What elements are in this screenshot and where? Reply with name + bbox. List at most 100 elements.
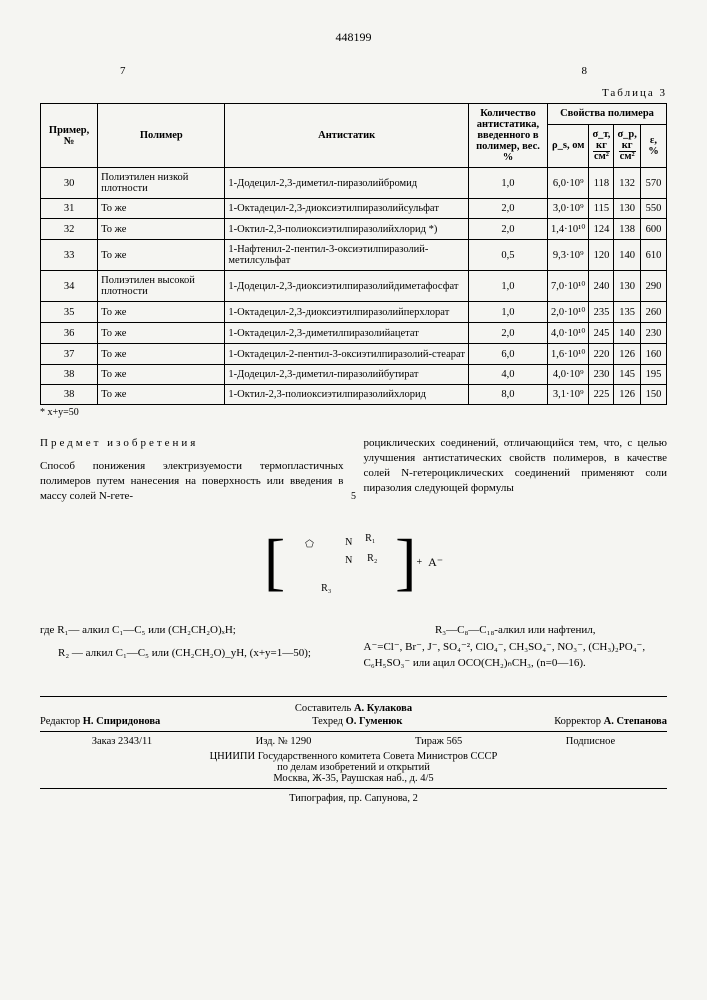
claim-right: роциклических соединений, отличающийся т…	[364, 436, 668, 503]
edition-num: Изд. № 1290	[256, 736, 312, 747]
cell-pol: То же	[98, 199, 225, 219]
subject-heading: Предмет изобретения	[40, 436, 344, 451]
cell-e: 570	[640, 168, 666, 199]
cell-st: 240	[589, 271, 614, 302]
th-example: Пример, №	[41, 104, 98, 168]
corr-name: А. Степанова	[604, 716, 667, 727]
cell-st: 124	[589, 219, 614, 240]
cell-pol: То же	[98, 219, 225, 240]
table-row: 37То же1-Октадецил-2-пентил-3-оксиэтилпи…	[41, 344, 667, 365]
cell-e: 550	[640, 199, 666, 219]
compiler-name: А. Кулакова	[354, 703, 412, 714]
data-table: Пример, № Полимер Антистатик Количество …	[40, 103, 667, 405]
cell-st: 245	[589, 323, 614, 344]
cell-rho: 6,0·10⁹	[547, 168, 588, 199]
order-num: Заказ 2343/11	[92, 736, 152, 747]
cell-e: 260	[640, 302, 666, 323]
cell-pol: То же	[98, 365, 225, 385]
table-row: 32То же1-Октил-2,3-полиоксиэтилпиразолий…	[41, 219, 667, 240]
editor: Редактор Н. Спиридонова	[40, 716, 160, 727]
cell-anti: 1-Октадецил-2,3-диоксиэтилпиразолийперхл…	[225, 302, 469, 323]
cell-anti: 1-Октадецил-2,3-диоксиэтилпиразолийсульф…	[225, 199, 469, 219]
editor-name: Н. Спиридонова	[83, 716, 161, 727]
cell-amt: 1,0	[468, 302, 547, 323]
group-r1: R₁	[365, 533, 375, 544]
cell-pol: То же	[98, 302, 225, 323]
cell-n: 38	[41, 385, 98, 405]
table-row: 36То же1-Октадецил-2,3-диметилпиразолийа…	[41, 323, 667, 344]
patent-number: 448199	[40, 30, 667, 45]
cell-amt: 2,0	[468, 199, 547, 219]
cell-sp: 126	[614, 344, 640, 365]
cell-sp: 145	[614, 365, 640, 385]
table-row: 38То же1-Октил-2,3-полиоксиэтилпиразолий…	[41, 385, 667, 405]
cell-rho: 3,0·10⁹	[547, 199, 588, 219]
th-amount: Количество антистатика, введенного в пол…	[468, 104, 547, 168]
def-r1: где R₁— алкил C₁—C₅ или (CH₂CH₂O)ₓH;	[40, 622, 344, 639]
defs-left: где R₁— алкил C₁—C₅ или (CH₂CH₂O)ₓH; R₂ …	[40, 622, 344, 672]
cell-n: 32	[41, 219, 98, 240]
cell-amt: 1,0	[468, 271, 547, 302]
corr-label: Корректор	[554, 716, 601, 727]
th-st-cm: см²	[594, 151, 609, 162]
pyrazole-ring: ⬠ N N R₁ R₂ R₃	[285, 527, 395, 597]
cell-sp: 126	[614, 385, 640, 405]
cell-st: 230	[589, 365, 614, 385]
bracket-left: [	[264, 530, 285, 594]
corrector: Корректор А. Степанова	[554, 716, 667, 727]
cell-n: 33	[41, 240, 98, 271]
typography: Типография, пр. Сапунова, 2	[40, 793, 667, 804]
cell-rho: 9,3·10⁹	[547, 240, 588, 271]
cell-rho: 3,1·10⁹	[547, 385, 588, 405]
cell-sp: 140	[614, 323, 640, 344]
table-row: 33То же1-Нафтенил-2-пентил-3-оксиэтилпир…	[41, 240, 667, 271]
cell-anti: 1-Октил-2,3-полиоксиэтилпиразолийхлорид	[225, 385, 469, 405]
th-antistatic: Антистатик	[225, 104, 469, 168]
cell-amt: 1,0	[468, 168, 547, 199]
cell-st: 220	[589, 344, 614, 365]
th-st-top: σ_т,	[592, 129, 610, 140]
cell-pol: То же	[98, 240, 225, 271]
cell-n: 30	[41, 168, 98, 199]
cell-sp: 132	[614, 168, 640, 199]
substituent-defs: где R₁— алкил C₁—C₅ или (CH₂CH₂O)ₓH; R₂ …	[40, 622, 667, 672]
cell-sp: 135	[614, 302, 640, 323]
th-eps: ε, %	[640, 124, 666, 167]
th-sp-cm: см²	[620, 151, 635, 162]
cell-rho: 2,0·10¹⁰	[547, 302, 588, 323]
cell-anti: 1-Додецил-2,3-диоксиэтилпиразолийдиметаф…	[225, 271, 469, 302]
cell-sp: 138	[614, 219, 640, 240]
th-props: Свойства полимера	[547, 104, 666, 125]
th-sigma-p: σ_р, кг см²	[614, 124, 640, 167]
table-row: 34Полиэтилен высокой плотности1-Додецил-…	[41, 271, 667, 302]
cell-sp: 130	[614, 199, 640, 219]
address: Москва, Ж-35, Раушская наб., д. 4/5	[40, 773, 667, 784]
cell-n: 35	[41, 302, 98, 323]
th-polymer: Полимер	[98, 104, 225, 168]
def-r3: R₃—C₈—C₁₈-алкил или нафтенил,	[364, 622, 668, 639]
table-row: 38То же1-Додецил-2,3-диметил-пиразолийбу…	[41, 365, 667, 385]
atom-n2: N	[345, 555, 352, 566]
cell-st: 225	[589, 385, 614, 405]
cell-pol: То же	[98, 344, 225, 365]
cell-sp: 140	[614, 240, 640, 271]
cell-pol: Полиэтилен низкой плотности	[98, 168, 225, 199]
cell-e: 610	[640, 240, 666, 271]
editor-label: Редактор	[40, 716, 80, 727]
bracket-right: ]	[395, 530, 416, 594]
page-numbers: 7 8	[120, 65, 587, 77]
page-right: 8	[582, 65, 588, 77]
group-r3: R₃	[321, 583, 331, 594]
cell-anti: 1-Октадецил-2-пентил-3-оксиэтилпиразолий…	[225, 344, 469, 365]
cell-anti: 1-Октадецил-2,3-диметилпиразолийацетат	[225, 323, 469, 344]
org-line1: ЦНИИПИ Государственного комитета Совета …	[40, 751, 667, 762]
table-row: 35То же1-Октадецил-2,3-диоксиэтилпиразол…	[41, 302, 667, 323]
claim-left: Предмет изобретения Способ понижения эле…	[40, 436, 344, 503]
cell-n: 38	[41, 365, 98, 385]
subscription: Подписное	[566, 736, 615, 747]
cell-amt: 4,0	[468, 365, 547, 385]
circulation: Тираж 565	[415, 736, 462, 747]
anion-a: A⁻	[428, 555, 443, 570]
cell-rho: 4,0·10⁹	[547, 365, 588, 385]
cell-amt: 2,0	[468, 219, 547, 240]
